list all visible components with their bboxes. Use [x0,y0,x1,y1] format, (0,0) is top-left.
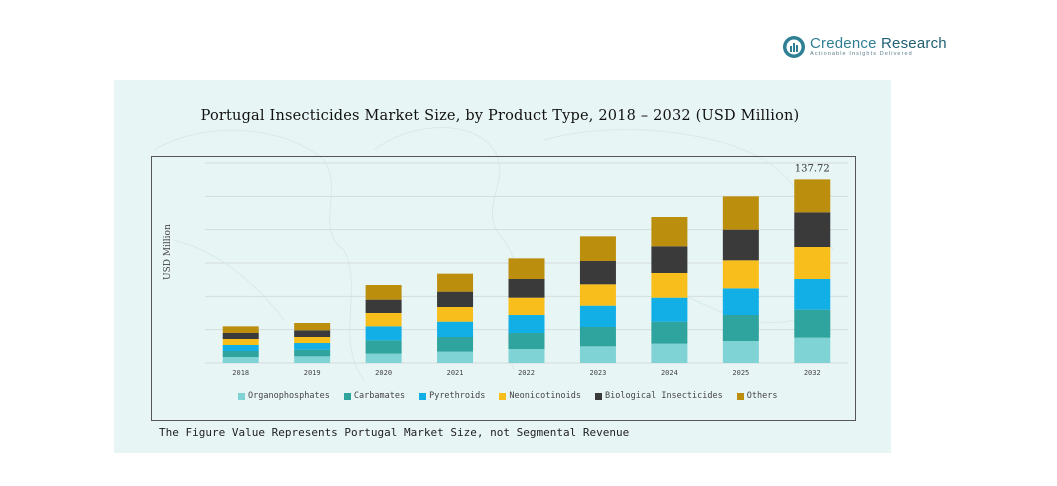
legend-swatch [595,392,603,400]
bar-segment [508,258,545,279]
bar-segment [651,246,688,273]
bar-segment [365,326,402,341]
x-tick-label: 2020 [375,369,392,377]
bar-segment [365,353,402,363]
x-tick-label: 2023 [590,369,607,377]
bar-segment [437,351,474,363]
x-tick-label: 2019 [304,369,321,377]
bar-segment [651,321,688,344]
bar-segment [651,273,688,298]
bar-segment [579,284,616,306]
footnote: The Figure Value Represents Portugal Mar… [159,426,630,439]
x-tick-label: 2022 [518,369,535,377]
legend-item: Others [736,391,778,401]
bar-segment [579,346,616,363]
bar-segment [794,179,831,213]
legend-item: Neonicotinoids [499,391,581,401]
x-tick-label: 2018 [232,369,249,377]
bar-segment [508,297,545,315]
bar-segment [651,343,688,363]
bar-segment [722,260,759,289]
legend-item: Carbamates [343,391,406,401]
data-label: 137.72 [795,163,830,174]
chart-legend: Organophosphates Carbamates Pyrethroids Neo… [238,391,791,401]
legend-label: Neonicotinoids [509,391,582,401]
bar-segment [222,351,259,357]
legend-swatch [419,392,427,400]
bar-segment [294,343,331,350]
bar-segment [579,236,616,261]
bar-segment [294,337,331,343]
bar-segment [508,333,545,349]
bar-segment [365,285,402,300]
bar-segment [437,337,474,352]
legend-swatch [736,392,744,400]
logo-mark-icon [783,36,805,58]
bar-segment [722,196,759,230]
x-tick-label: 2024 [661,369,678,377]
bar-segment [651,217,688,247]
bar-segment [437,307,474,322]
bar-segment [794,309,831,338]
bar-segment [294,330,331,337]
bar-segment [794,337,831,363]
legend-swatch [238,392,245,400]
bar-segment [437,321,474,337]
legend-item: Biological Insecticides [595,391,723,401]
bar-segment [294,356,331,363]
legend-item: Organophosphates [238,391,330,401]
chart-frame [151,156,856,421]
bar-segment [222,339,259,345]
bar-segment [579,305,616,327]
legend-label: Biological Insecticides [605,391,723,401]
bar-segment [222,333,259,339]
chart-title: Portugal Insecticides Market Size, by Pr… [200,108,800,124]
bar-segment [722,229,759,261]
bar-segment [794,247,831,279]
bar-segment [365,299,402,313]
legend-item: Pyrethroids [419,391,485,401]
bar-segment [437,291,474,307]
legend-label: Pyrethroids [429,391,486,401]
bar-segment [365,340,402,354]
bar-segment [294,323,331,331]
credence-research-logo: Credence Research Actionable Insights De… [782,34,947,60]
bar-segment [222,345,259,351]
bar-segment [722,341,759,363]
bar-segment [365,313,402,327]
bar-segment [508,279,545,298]
bar-segment [222,357,259,363]
bar-segment [651,297,688,322]
bar-segment [579,261,616,285]
bar-segment [508,349,545,363]
bar-segment [722,315,759,341]
brand-name: Credence Research [810,35,947,53]
legend-label: Organophosphates [248,391,330,401]
x-tick-label: 2025 [732,369,749,377]
legend-label: Carbamates [353,391,406,401]
bar-segment [222,326,259,333]
bar-segment [794,212,831,247]
bar-segment [579,327,616,347]
chart-panel [114,80,891,453]
legend-swatch [343,392,351,400]
bar-segment [508,315,545,333]
x-tick-label: 2032 [804,369,821,377]
x-tick-label: 2021 [447,369,464,377]
bar-segment [294,349,331,357]
legend-label: Others [746,391,778,401]
bar-segment [722,288,759,315]
bar-segment [437,273,474,292]
legend-swatch [499,392,507,400]
bar-segment [794,279,831,310]
brand-tagline: Actionable Insights Delivered [810,51,913,58]
